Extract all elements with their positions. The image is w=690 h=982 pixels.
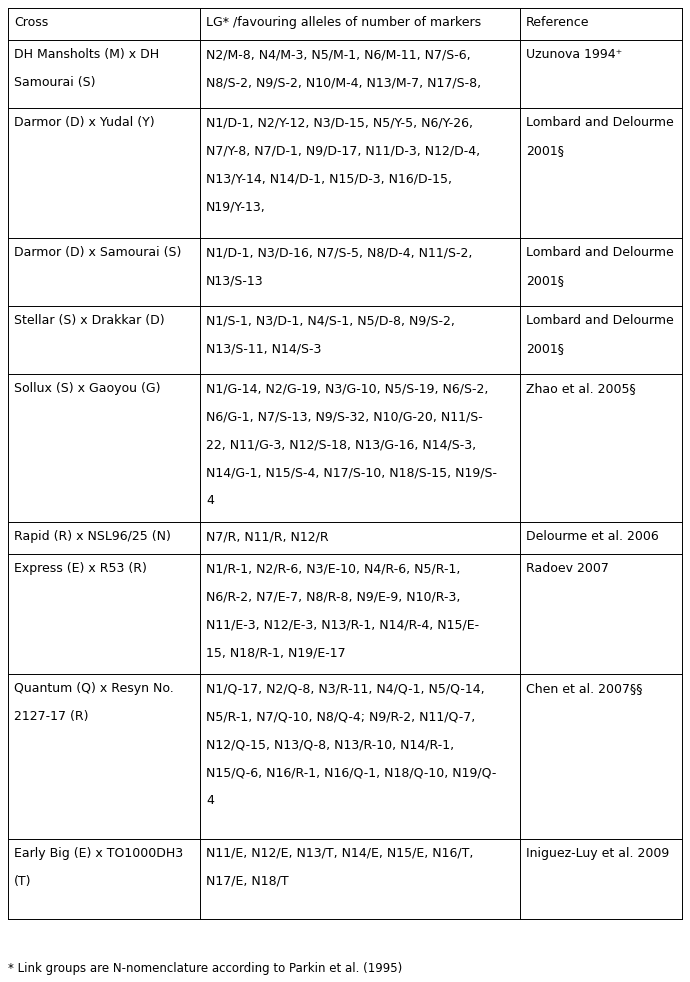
- Text: Zhao et al. 2005§: Zhao et al. 2005§: [526, 382, 636, 395]
- Text: Samourai (S): Samourai (S): [14, 76, 95, 89]
- Text: N5/R-1, N7/Q-10, N8/Q-4; N9/R-2, N11/Q-7,: N5/R-1, N7/Q-10, N8/Q-4; N9/R-2, N11/Q-7…: [206, 710, 475, 723]
- Text: 15, N18/R-1, N19/E-17: 15, N18/R-1, N19/E-17: [206, 646, 346, 659]
- Text: Rapid (R) x NSL96/25 (N): Rapid (R) x NSL96/25 (N): [14, 530, 171, 543]
- Text: N6/G-1, N7/S-13, N9/S-32, N10/G-20, N11/S-: N6/G-1, N7/S-13, N9/S-32, N10/G-20, N11/…: [206, 410, 483, 423]
- Text: N15/Q-6, N16/R-1, N16/Q-1, N18/Q-10, N19/Q-: N15/Q-6, N16/R-1, N16/Q-1, N18/Q-10, N19…: [206, 766, 497, 779]
- Text: Iniguez-Luy et al. 2009: Iniguez-Luy et al. 2009: [526, 847, 669, 860]
- Text: 22, N11/G-3, N12/S-18, N13/G-16, N14/S-3,: 22, N11/G-3, N12/S-18, N13/G-16, N14/S-3…: [206, 438, 476, 451]
- Text: Darmor (D) x Yudal (Y): Darmor (D) x Yudal (Y): [14, 116, 155, 129]
- Text: N6/R-2, N7/E-7, N8/R-8, N9/E-9, N10/R-3,: N6/R-2, N7/E-7, N8/R-8, N9/E-9, N10/R-3,: [206, 590, 460, 603]
- Text: N13/S-13: N13/S-13: [206, 274, 264, 287]
- Text: Reference: Reference: [526, 16, 590, 29]
- Text: Stellar (S) x Drakkar (D): Stellar (S) x Drakkar (D): [14, 314, 165, 327]
- Text: N7/Y-8, N7/D-1, N9/D-17, N11/D-3, N12/D-4,: N7/Y-8, N7/D-1, N9/D-17, N11/D-3, N12/D-…: [206, 144, 480, 157]
- Text: Lombard and Delourme: Lombard and Delourme: [526, 246, 674, 259]
- Text: N13/Y-14, N14/D-1, N15/D-3, N16/D-15,: N13/Y-14, N14/D-1, N15/D-3, N16/D-15,: [206, 172, 452, 185]
- Text: N17/E, N18/T: N17/E, N18/T: [206, 875, 288, 888]
- Text: 2001§: 2001§: [526, 144, 564, 157]
- Text: N13/S-11, N14/S-3: N13/S-11, N14/S-3: [206, 342, 322, 355]
- Text: 4: 4: [206, 494, 214, 507]
- Text: N8/S-2, N9/S-2, N10/M-4, N13/M-7, N17/S-8,: N8/S-2, N9/S-2, N10/M-4, N13/M-7, N17/S-…: [206, 76, 481, 89]
- Text: 2001§: 2001§: [526, 274, 564, 287]
- Text: Quantum (Q) x Resyn No.: Quantum (Q) x Resyn No.: [14, 682, 174, 695]
- Text: DH Mansholts (M) x DH: DH Mansholts (M) x DH: [14, 48, 159, 61]
- Text: Chen et al. 2007§§: Chen et al. 2007§§: [526, 682, 643, 695]
- Text: N1/G-14, N2/G-19, N3/G-10, N5/S-19, N6/S-2,: N1/G-14, N2/G-19, N3/G-10, N5/S-19, N6/S…: [206, 382, 489, 395]
- Text: LG* /favouring alleles of number of markers: LG* /favouring alleles of number of mark…: [206, 16, 481, 29]
- Text: N1/D-1, N2/Y-12, N3/D-15, N5/Y-5, N6/Y-26,: N1/D-1, N2/Y-12, N3/D-15, N5/Y-5, N6/Y-2…: [206, 116, 473, 129]
- Text: (T): (T): [14, 875, 32, 888]
- Text: Early Big (E) x TO1000DH3: Early Big (E) x TO1000DH3: [14, 847, 183, 860]
- Text: N1/Q-17, N2/Q-8, N3/R-11, N4/Q-1, N5/Q-14,: N1/Q-17, N2/Q-8, N3/R-11, N4/Q-1, N5/Q-1…: [206, 682, 484, 695]
- Text: Lombard and Delourme: Lombard and Delourme: [526, 116, 674, 129]
- Text: 4: 4: [206, 794, 214, 807]
- Text: 2127-17 (R): 2127-17 (R): [14, 710, 88, 723]
- Text: * Link groups are N-nomenclature according to Parkin et al. (1995): * Link groups are N-nomenclature accordi…: [8, 962, 402, 975]
- Text: N11/E, N12/E, N13/T, N14/E, N15/E, N16/T,: N11/E, N12/E, N13/T, N14/E, N15/E, N16/T…: [206, 847, 473, 860]
- Text: Uzunova 1994⁺: Uzunova 1994⁺: [526, 48, 622, 61]
- Text: N1/D-1, N3/D-16, N7/S-5, N8/D-4, N11/S-2,: N1/D-1, N3/D-16, N7/S-5, N8/D-4, N11/S-2…: [206, 246, 473, 259]
- Text: N1/S-1, N3/D-1, N4/S-1, N5/D-8, N9/S-2,: N1/S-1, N3/D-1, N4/S-1, N5/D-8, N9/S-2,: [206, 314, 455, 327]
- Text: N1/R-1, N2/R-6, N3/E-10, N4/R-6, N5/R-1,: N1/R-1, N2/R-6, N3/E-10, N4/R-6, N5/R-1,: [206, 562, 460, 575]
- Text: Delourme et al. 2006: Delourme et al. 2006: [526, 530, 659, 543]
- Text: Darmor (D) x Samourai (S): Darmor (D) x Samourai (S): [14, 246, 181, 259]
- Text: N19/Y-13,: N19/Y-13,: [206, 200, 266, 213]
- Text: N12/Q-15, N13/Q-8, N13/R-10, N14/R-1,: N12/Q-15, N13/Q-8, N13/R-10, N14/R-1,: [206, 738, 454, 751]
- Text: N14/G-1, N15/S-4, N17/S-10, N18/S-15, N19/S-: N14/G-1, N15/S-4, N17/S-10, N18/S-15, N1…: [206, 466, 497, 479]
- Text: Express (E) x R53 (R): Express (E) x R53 (R): [14, 562, 147, 575]
- Text: Sollux (S) x Gaoyou (G): Sollux (S) x Gaoyou (G): [14, 382, 161, 395]
- Text: N2/M-8, N4/M-3, N5/M-1, N6/M-11, N7/S-6,: N2/M-8, N4/M-3, N5/M-1, N6/M-11, N7/S-6,: [206, 48, 471, 61]
- Text: N7/R, N11/R, N12/R: N7/R, N11/R, N12/R: [206, 530, 328, 543]
- Text: Radoev 2007: Radoev 2007: [526, 562, 609, 575]
- Text: Lombard and Delourme: Lombard and Delourme: [526, 314, 674, 327]
- Text: 2001§: 2001§: [526, 342, 564, 355]
- Text: Cross: Cross: [14, 16, 48, 29]
- Text: N11/E-3, N12/E-3, N13/R-1, N14/R-4, N15/E-: N11/E-3, N12/E-3, N13/R-1, N14/R-4, N15/…: [206, 618, 480, 631]
